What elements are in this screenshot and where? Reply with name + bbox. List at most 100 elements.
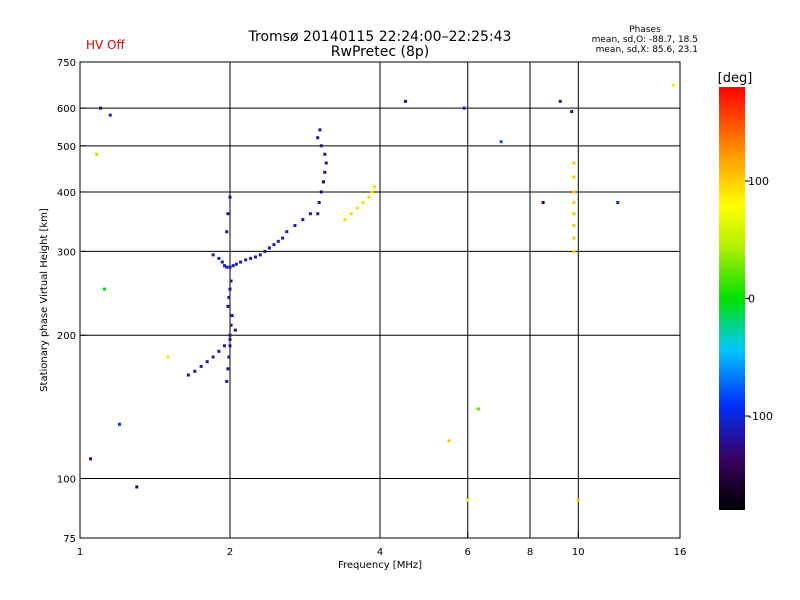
echo-point [616,201,620,205]
echo-point [671,83,675,87]
y-tick-label: 100 [57,475,76,486]
echo-point [541,201,545,205]
echo-point [293,224,297,228]
echo-point [316,212,320,216]
colorbar-tick-label: 100 [748,175,769,188]
echo-point [228,344,232,348]
stats-line-o: mean, sd,O: -88.7, 18.5 [592,35,698,45]
echo-point [229,323,233,327]
echo-point [135,485,139,489]
echo-point [228,333,232,337]
echo-point [226,367,230,371]
echo-point [217,349,221,353]
echo-point [239,260,243,264]
echo-points [89,83,675,502]
echo-point [228,337,232,341]
chart-subtitle: RwPretec (8p) [331,44,429,60]
echo-point [572,175,576,179]
echo-point [225,230,229,234]
y-tick-label: 200 [57,331,76,342]
echo-point [572,161,576,165]
x-tick-label: 6 [465,547,471,558]
echo-point [476,407,480,411]
echo-point [367,195,371,199]
echo-point [249,256,253,260]
echo-point [572,249,576,253]
echo-point [373,185,377,189]
echo-point [308,212,312,216]
echo-point [217,256,221,260]
echo-point [234,262,238,266]
echo-point [323,152,327,156]
echo-point [321,180,325,184]
echo-point [211,253,215,257]
echo-point [361,201,365,205]
echo-point [403,99,407,103]
echo-point [323,170,327,174]
echo-point [233,328,237,332]
colorbar-ticks: -100 0 100 [745,175,773,423]
x-gridlines [229,62,579,538]
echo-point [229,279,233,283]
echo-point [370,190,374,194]
echo-point [258,253,262,257]
echo-point [276,239,280,243]
x-tick-label: 4 [377,547,383,558]
y-tick-labels: 75 100 200 300 400 500 600 750 [57,58,86,545]
y-gridlines [80,107,680,480]
echo-point [230,314,234,318]
echo-point [447,439,451,443]
colorbar-tick-label: -100 [748,410,773,423]
echo-point [272,243,276,247]
echo-point [227,355,231,359]
echo-point [285,230,289,234]
echo-point [462,106,466,110]
echo-point [570,110,574,114]
echo-point [103,287,107,291]
echo-point [166,355,170,359]
echo-point [186,373,190,377]
chart-title: Tromsø 20140115 22:24:00–22:25:43 [248,29,512,45]
echo-point [318,128,322,132]
echo-point [355,206,359,210]
echo-point [108,113,112,117]
echo-point [263,249,267,253]
echo-point [89,457,93,461]
echo-point [343,218,347,222]
echo-point [228,287,232,291]
echo-point [225,379,229,383]
echo-point [572,190,576,194]
colorbar-label: [deg] [718,71,753,86]
echo-point [199,364,203,368]
x-tick-label: 1 [77,547,83,558]
x-tick-label: 8 [527,547,533,558]
echo-point [267,246,271,250]
y-axis-label: Stationary phase Virtual Height [km] [39,208,50,392]
y-tick-label: 300 [57,247,76,258]
echo-point [223,344,227,348]
echo-point [226,212,230,216]
y-tick-label: 500 [57,142,76,153]
echo-point [466,498,470,502]
echo-point [281,236,285,240]
echo-point [226,304,230,308]
y-tick-label: 600 [57,104,76,115]
echo-point [572,224,576,228]
echo-point [558,99,562,103]
colorbar [719,87,745,510]
x-tick-label: 16 [674,547,687,558]
echo-point [225,265,229,269]
echo-point [211,355,215,359]
x-axis-label: Frequency [MHz] [338,560,422,571]
x-tick-labels: 1 2 4 6 8 10 16 [77,532,687,558]
y-tick-label: 750 [57,58,76,69]
colorbar-tick-label: 0 [748,293,755,306]
echo-point [95,152,99,156]
echo-point [244,258,248,262]
echo-point [349,212,353,216]
echo-point [499,140,503,144]
echo-point [316,136,320,140]
x-tick-label: 10 [572,547,585,558]
stats-line-x: mean, sd,X: 85.6, 23.1 [596,45,698,55]
